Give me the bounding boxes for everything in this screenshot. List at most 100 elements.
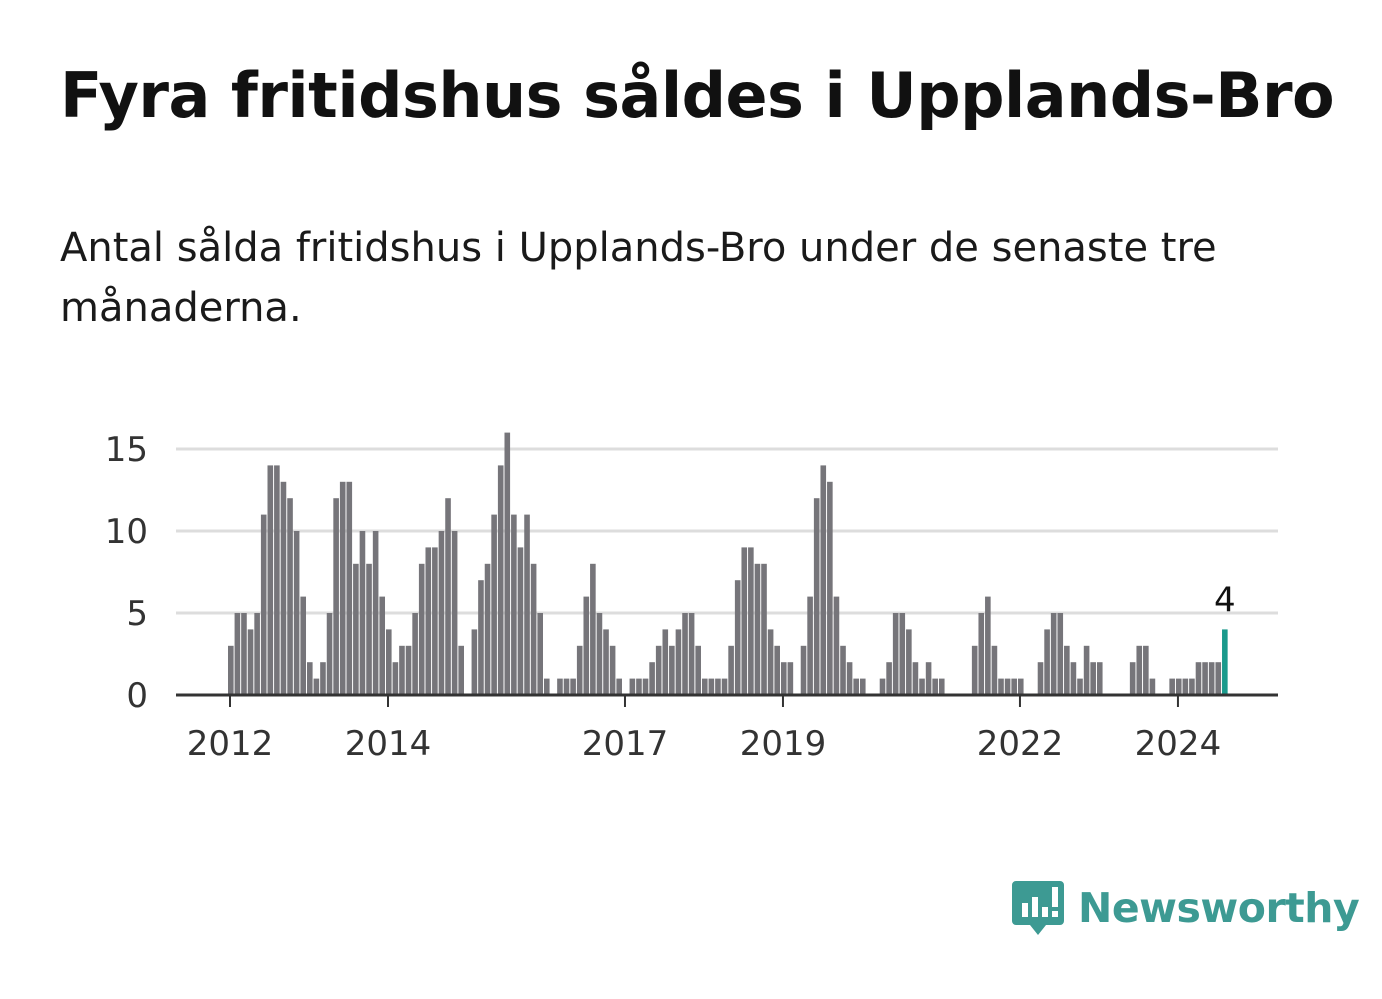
bar	[1004, 678, 1011, 695]
bar	[267, 465, 274, 695]
bar	[339, 481, 346, 695]
y-tick-label-0: 0	[126, 676, 148, 716]
bar	[820, 465, 827, 695]
bar	[780, 662, 787, 695]
highlight-data-label: 4	[1214, 580, 1236, 620]
bar	[451, 531, 458, 695]
bar	[938, 678, 945, 695]
bar	[688, 613, 695, 695]
bar	[787, 662, 794, 695]
bar	[669, 645, 675, 695]
bar	[840, 645, 846, 695]
bar	[774, 645, 780, 695]
bar	[813, 498, 820, 695]
bar	[399, 645, 405, 695]
bar	[517, 547, 524, 695]
bar	[695, 645, 701, 695]
y-tick-label-5: 5	[126, 594, 148, 634]
bar	[418, 563, 425, 695]
bar	[761, 563, 767, 695]
bar	[412, 613, 418, 695]
bar	[504, 432, 511, 695]
bar	[511, 514, 517, 695]
bar	[701, 678, 708, 695]
bar	[1050, 613, 1057, 695]
bar	[807, 596, 813, 695]
bar	[892, 613, 899, 695]
bar	[1090, 662, 1096, 695]
bar	[280, 481, 287, 695]
bar	[1064, 645, 1070, 695]
bar	[260, 514, 267, 695]
bar	[912, 662, 919, 695]
bar	[590, 563, 596, 695]
bar	[353, 563, 359, 695]
bar	[313, 678, 320, 695]
bar	[978, 613, 985, 695]
bar	[576, 645, 583, 695]
bar	[307, 662, 313, 695]
bar	[629, 678, 636, 695]
bar	[320, 662, 326, 695]
bar	[998, 678, 1004, 695]
bar	[1169, 678, 1175, 695]
bar	[524, 514, 530, 695]
bar	[1175, 678, 1182, 695]
bar	[609, 645, 616, 695]
bar	[708, 678, 715, 695]
x-tick-label-2012: 2012	[187, 724, 274, 764]
newsworthy-logo: Newsworthy	[1010, 877, 1360, 939]
bar	[991, 645, 998, 695]
bar	[333, 498, 339, 695]
bar	[570, 678, 576, 695]
bar	[537, 613, 543, 695]
bar	[846, 662, 853, 695]
bar	[228, 645, 234, 695]
bar	[1037, 662, 1044, 695]
newsworthy-chart-bubble-icon	[1012, 881, 1064, 935]
x-tick-label-2022: 2022	[977, 724, 1064, 764]
bar	[721, 678, 728, 695]
bar	[734, 580, 741, 695]
bar	[1202, 662, 1208, 695]
bar	[234, 613, 241, 695]
bar	[293, 531, 300, 695]
bar	[1017, 678, 1024, 695]
bar	[379, 596, 386, 695]
bar	[754, 563, 761, 695]
bar	[1011, 678, 1017, 695]
bar	[405, 645, 412, 695]
bar	[478, 580, 484, 695]
bar	[1057, 613, 1064, 695]
bar	[392, 662, 399, 695]
bar	[425, 547, 432, 695]
bar	[471, 629, 478, 695]
bar	[254, 613, 260, 695]
bar	[886, 662, 892, 695]
bar	[715, 678, 721, 695]
bar	[287, 498, 293, 695]
axes: 0 5 10 15 4 2012 2014 2017 2019 2022 2024	[105, 430, 1278, 764]
bar	[385, 629, 392, 695]
bar	[1129, 662, 1136, 695]
bar	[583, 596, 590, 695]
bar	[359, 531, 366, 695]
bar	[557, 678, 563, 695]
bar	[596, 613, 603, 695]
bar	[906, 629, 912, 695]
bar	[563, 678, 570, 695]
bar	[1189, 678, 1195, 695]
bar	[1149, 678, 1156, 695]
bar	[827, 481, 833, 695]
bar	[636, 678, 642, 695]
brand-name: Newsworthy	[1078, 884, 1360, 932]
bar-chart: 0 5 10 15 4 2012 2014 2017 2019 2022 2024	[105, 430, 1278, 764]
bar	[642, 678, 649, 695]
bar	[741, 547, 748, 695]
bar	[675, 629, 682, 695]
bar	[497, 465, 504, 695]
bar	[879, 678, 886, 695]
bar	[1083, 645, 1090, 695]
bars	[228, 432, 1228, 695]
bar	[616, 678, 622, 695]
